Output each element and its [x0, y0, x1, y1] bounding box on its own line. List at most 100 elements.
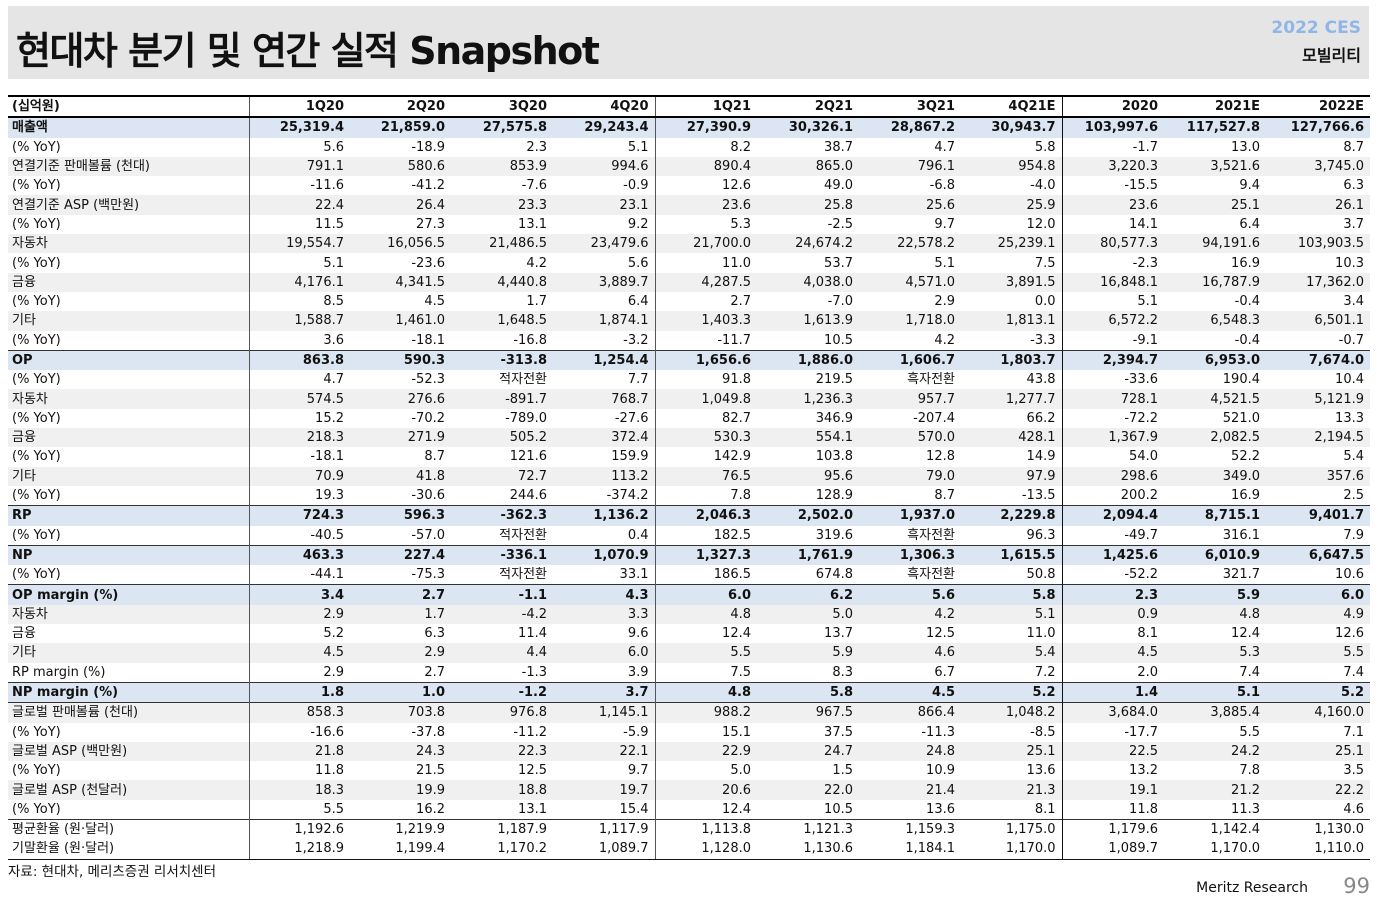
cell-value: 7.1 [1343, 724, 1364, 740]
cell-value: 6.4 [627, 294, 649, 310]
cell-value: 5.4 [1343, 449, 1364, 465]
cell-value: 13.1 [518, 216, 547, 232]
cell-value: 1,130.0 [1266, 818, 1370, 840]
row-label: (% YoY) [12, 567, 61, 583]
cell-value: 1,136.2 [553, 505, 655, 526]
row-label: (% YoY) [12, 255, 61, 271]
table-row: NP 463.3 227.4 -336.1 1,070.9 1,327.3 1,761.9 1… [8, 544, 1370, 566]
cell-value: 3,745.0 [1266, 156, 1370, 177]
cell-value: 2.9 [934, 294, 955, 310]
cell-value: -5.9 [623, 724, 649, 740]
cell-value: 5.1 [1061, 291, 1164, 312]
cell-value: 3.7 [553, 681, 655, 703]
cell-value: -336.1 [451, 544, 553, 566]
row-label: (% YoY) [12, 216, 61, 232]
cell-value: -3.2 [623, 332, 649, 348]
row-label: 금융 [8, 428, 249, 448]
cell-value: 적자전환 [499, 567, 547, 583]
table-row: (% YoY) -16.6 -37.8 -11.2 -5.9 15.1 37.5 -11.3 -… [8, 722, 1370, 742]
table-row: 평균환율 (원·달러) 1,192.6 1,219.9 1,187.9 1,117.9 1… [8, 818, 1370, 840]
cell-value: 5.6 [248, 137, 350, 157]
cell-value: 1,648.5 [451, 311, 553, 331]
cell-value: 9.7 [627, 763, 649, 779]
cell-value: 1,874.1 [553, 311, 655, 331]
page-number: 99 [1343, 874, 1370, 898]
cell-value: 13.0 [1231, 139, 1260, 155]
cell-value: 276.6 [350, 389, 451, 409]
cell-value: 316.1 [1222, 527, 1260, 543]
cell-value: 94,191.6 [1164, 234, 1266, 254]
cell-value: 95.6 [757, 466, 859, 486]
cell-value: 20.6 [654, 780, 757, 800]
cell-value: 21.5 [416, 763, 445, 779]
cell-value: 27,575.8 [451, 117, 553, 138]
cell-value: 976.8 [451, 702, 553, 723]
cell-value: 5.2 [1266, 681, 1370, 703]
cell-value: 4,160.0 [1266, 702, 1370, 723]
cell-value: 11.0 [1026, 626, 1056, 642]
row-label: (% YoY) [12, 294, 61, 310]
cell-value: 5.3 [1164, 643, 1266, 663]
cell-value: 6,501.1 [1266, 311, 1370, 331]
cell-value: 6.0 [654, 584, 757, 605]
cell-value: 21,486.5 [451, 234, 553, 254]
cell-value: -4.0 [1030, 178, 1056, 194]
cell-value: -3.3 [1030, 332, 1056, 348]
cell-value: -1.3 [521, 664, 547, 680]
cell-value: 113.2 [553, 466, 655, 486]
cell-value: 5.6 [859, 584, 961, 605]
cell-value: 1,606.7 [859, 349, 961, 371]
cell-value: 1,218.9 [248, 839, 350, 860]
table-row: (% YoY) -44.1 -75.3 적자전환 33.1 186.5 674.8 흑자전환 5… [8, 565, 1370, 585]
cell-value: 1,192.6 [248, 818, 350, 840]
cell-value: 26.4 [350, 195, 451, 215]
cell-value: 1,048.2 [961, 702, 1062, 723]
cell-value: 3.6 [248, 330, 350, 351]
cell-value: 8.2 [654, 137, 757, 157]
cell-value: 4,038.0 [757, 272, 859, 292]
cell-value: 768.7 [553, 389, 655, 409]
cell-value: 적자전환 [499, 372, 547, 388]
cell-value: -11.2 [513, 724, 547, 740]
cell-value: 1,089.7 [1061, 839, 1164, 860]
cell-value: 70.9 [248, 466, 350, 486]
cell-value: 954.8 [961, 156, 1062, 177]
cell-value: 2.7 [424, 664, 445, 680]
cell-value: 11.0 [654, 253, 757, 273]
cell-value: -44.1 [248, 565, 350, 585]
cell-value: 988.2 [654, 702, 757, 723]
cell-value: 9.2 [627, 216, 649, 232]
cell-value: 22.1 [553, 741, 655, 762]
cell-value: 7.4 [1239, 664, 1260, 680]
cell-value: 24.8 [859, 741, 961, 762]
cell-value: 13.6 [926, 801, 955, 817]
table-row: (% YoY) 5.6 -18.9 2.3 5.1 8.2 38.7 4.7 5.8 -1.7 13… [8, 137, 1370, 157]
row-label: 금융 [12, 626, 36, 642]
cell-value: 24.7 [757, 741, 859, 762]
cell-value: 24.2 [1164, 741, 1266, 762]
row-label: 글로벌 ASP (백만원) [8, 741, 249, 762]
cell-value: 10.5 [824, 332, 853, 348]
cell-value: 4,440.8 [451, 272, 553, 292]
cell-value: -15.5 [1061, 176, 1164, 196]
cell-value: 1,184.1 [859, 839, 961, 860]
row-label: 평균환율 (원·달러) [8, 818, 249, 840]
cell-value: -0.4 [1234, 294, 1260, 310]
table-row: 기타 4.5 2.9 4.4 6.0 5.5 5.9 4.6 5.4 4.5 5.3 5.5 [8, 643, 1370, 663]
cell-value: -30.6 [411, 488, 445, 504]
cell-value: -1.1 [451, 584, 553, 605]
cell-value: 791.1 [248, 156, 350, 177]
table-row: (% YoY) 11.8 21.5 12.5 9.7 5.0 1.5 10.9 13.6 13.2… [8, 761, 1370, 781]
cell-value: 17,362.0 [1266, 272, 1370, 292]
cell-value: -33.6 [1061, 370, 1164, 390]
cell-value: 298.6 [1061, 466, 1164, 486]
cell-value: 11.5 [248, 214, 350, 235]
column-header: 2020 [1061, 96, 1164, 118]
cell-value: 1,718.0 [859, 311, 961, 331]
cell-value: 1,179.6 [1061, 818, 1164, 840]
cell-value: 12.4 [654, 624, 757, 644]
cell-value: 5.5 [248, 799, 350, 820]
cell-value: 349.0 [1164, 466, 1266, 486]
cell-value: 1,327.3 [654, 544, 757, 566]
cell-value: 1,615.5 [961, 544, 1062, 566]
